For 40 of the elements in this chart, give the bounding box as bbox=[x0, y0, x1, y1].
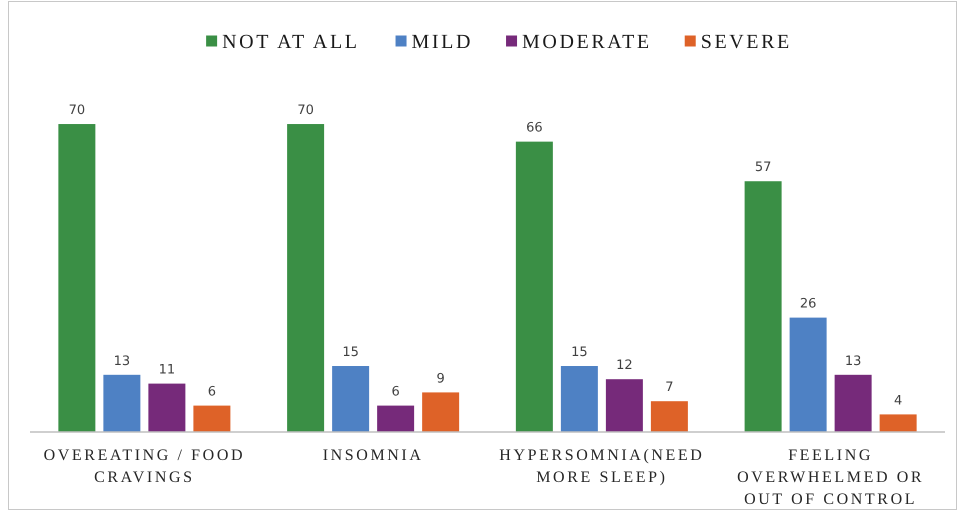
bar bbox=[880, 414, 917, 432]
x-tick-label: INSOMNIA bbox=[322, 447, 424, 464]
data-label: 11 bbox=[158, 362, 176, 378]
data-label: 6 bbox=[391, 384, 400, 400]
x-tick-label: HYPERSOMNIA(NEED MORE SLEEP) bbox=[499, 447, 704, 486]
legend-label: MILD bbox=[412, 31, 474, 53]
bar bbox=[422, 392, 460, 432]
data-label: 6 bbox=[208, 384, 216, 400]
bar bbox=[377, 406, 414, 432]
bar bbox=[606, 379, 643, 432]
bar bbox=[148, 384, 186, 432]
data-label: 4 bbox=[894, 393, 902, 408]
data-label: 15 bbox=[571, 345, 588, 360]
data-label: 70 bbox=[68, 103, 86, 118]
bar bbox=[834, 374, 872, 432]
x-tick-label: OVEREATING / FOOD CRAVINGS bbox=[44, 447, 246, 486]
data-label: 57 bbox=[754, 160, 772, 176]
data-label: 7 bbox=[665, 380, 674, 396]
bar bbox=[332, 366, 370, 432]
bar bbox=[58, 124, 96, 432]
bar bbox=[516, 142, 553, 432]
data-label: 70 bbox=[297, 103, 314, 118]
bar bbox=[744, 181, 782, 432]
legend-label: MODERATE bbox=[522, 31, 652, 53]
bar bbox=[193, 406, 230, 432]
data-label: 15 bbox=[342, 345, 359, 360]
legend-label: NOT AT ALL bbox=[222, 31, 360, 53]
data-label: 13 bbox=[844, 354, 862, 369]
data-label: 26 bbox=[800, 296, 816, 312]
legend-label: SEVERE bbox=[700, 31, 792, 53]
bar bbox=[650, 401, 688, 432]
data-label: 9 bbox=[436, 371, 445, 386]
bar bbox=[287, 124, 324, 432]
bar bbox=[790, 318, 827, 432]
bar bbox=[560, 366, 598, 432]
data-label: 12 bbox=[616, 358, 633, 374]
x-tick-label: FEELING OVERWHELMED OR OUT OF CONTROL bbox=[737, 447, 924, 508]
data-label: 13 bbox=[114, 354, 130, 369]
bar bbox=[103, 374, 140, 432]
data-label: 66 bbox=[526, 120, 543, 136]
